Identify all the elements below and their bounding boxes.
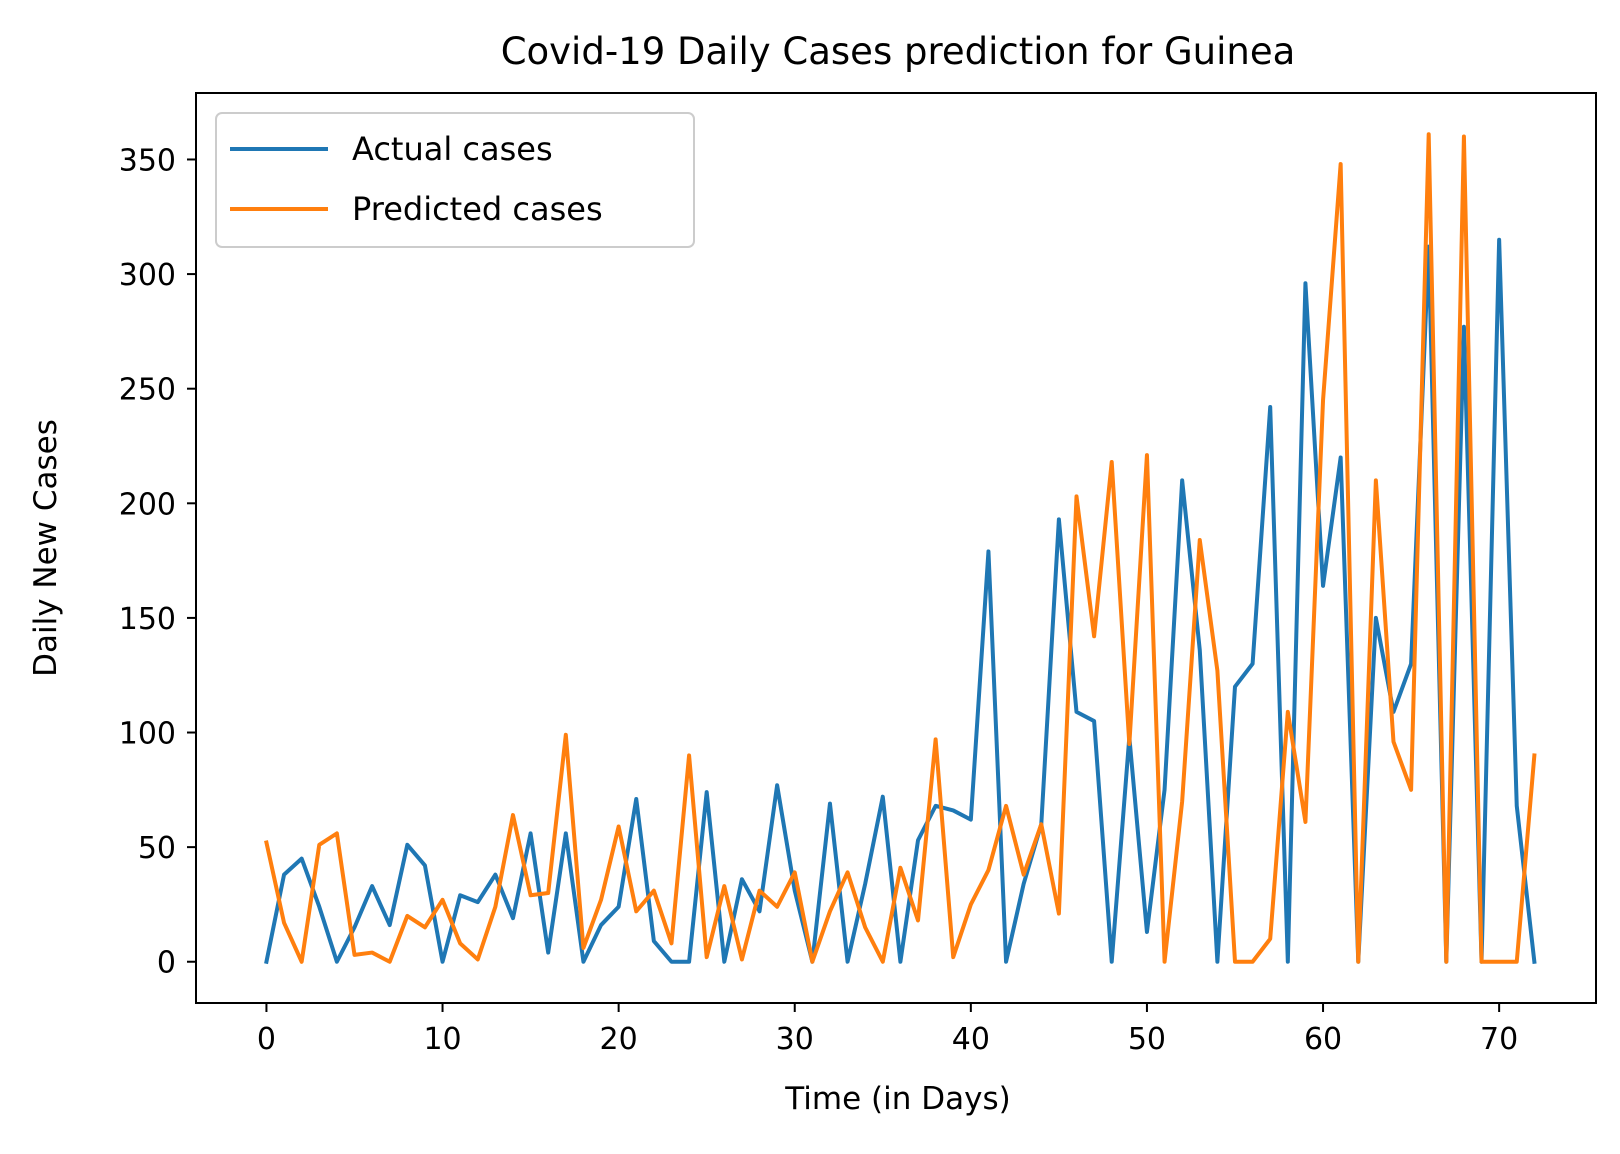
- legend: Actual cases Predicted cases: [215, 112, 695, 248]
- y-tick-label: 350: [119, 143, 176, 178]
- y-tick-label: 150: [119, 602, 176, 637]
- x-tick-label: 70: [1480, 1022, 1518, 1057]
- y-tick-label: 250: [119, 373, 176, 408]
- x-tick-label: 30: [776, 1022, 814, 1057]
- x-axis-ticks: 0 10 20 30 40 50 60 70: [257, 1003, 1518, 1057]
- chart-title: Covid-19 Daily Cases prediction for Guin…: [501, 30, 1296, 73]
- y-tick-label: 300: [119, 258, 176, 293]
- legend-label-predicted-cases: Predicted cases: [352, 190, 603, 228]
- plot-frame: [195, 92, 1597, 1004]
- x-tick-label: 50: [1128, 1022, 1166, 1057]
- legend-frame: [215, 112, 695, 248]
- y-tick-label: 200: [119, 487, 176, 522]
- y-axis-label: Daily New Cases: [28, 419, 64, 677]
- x-tick-label: 0: [257, 1022, 276, 1057]
- series-layer: [264, 132, 1537, 965]
- x-tick-label: 60: [1304, 1022, 1342, 1057]
- x-axis-label: Time (in Days): [784, 1081, 1010, 1117]
- y-tick-label: 100: [119, 717, 176, 752]
- x-tick-label: 40: [952, 1022, 990, 1057]
- series-line-predicted-cases: [264, 132, 1537, 964]
- y-tick-label: 50: [138, 831, 176, 866]
- series-line-actual-cases: [264, 237, 1537, 965]
- y-tick-label: 0: [157, 946, 176, 981]
- y-axis-ticks: 0 50 100 150 200 250 300 350: [119, 143, 196, 981]
- x-tick-label: 20: [600, 1022, 638, 1057]
- legend-label-actual-cases: Actual cases: [352, 130, 553, 168]
- x-tick-label: 10: [423, 1022, 461, 1057]
